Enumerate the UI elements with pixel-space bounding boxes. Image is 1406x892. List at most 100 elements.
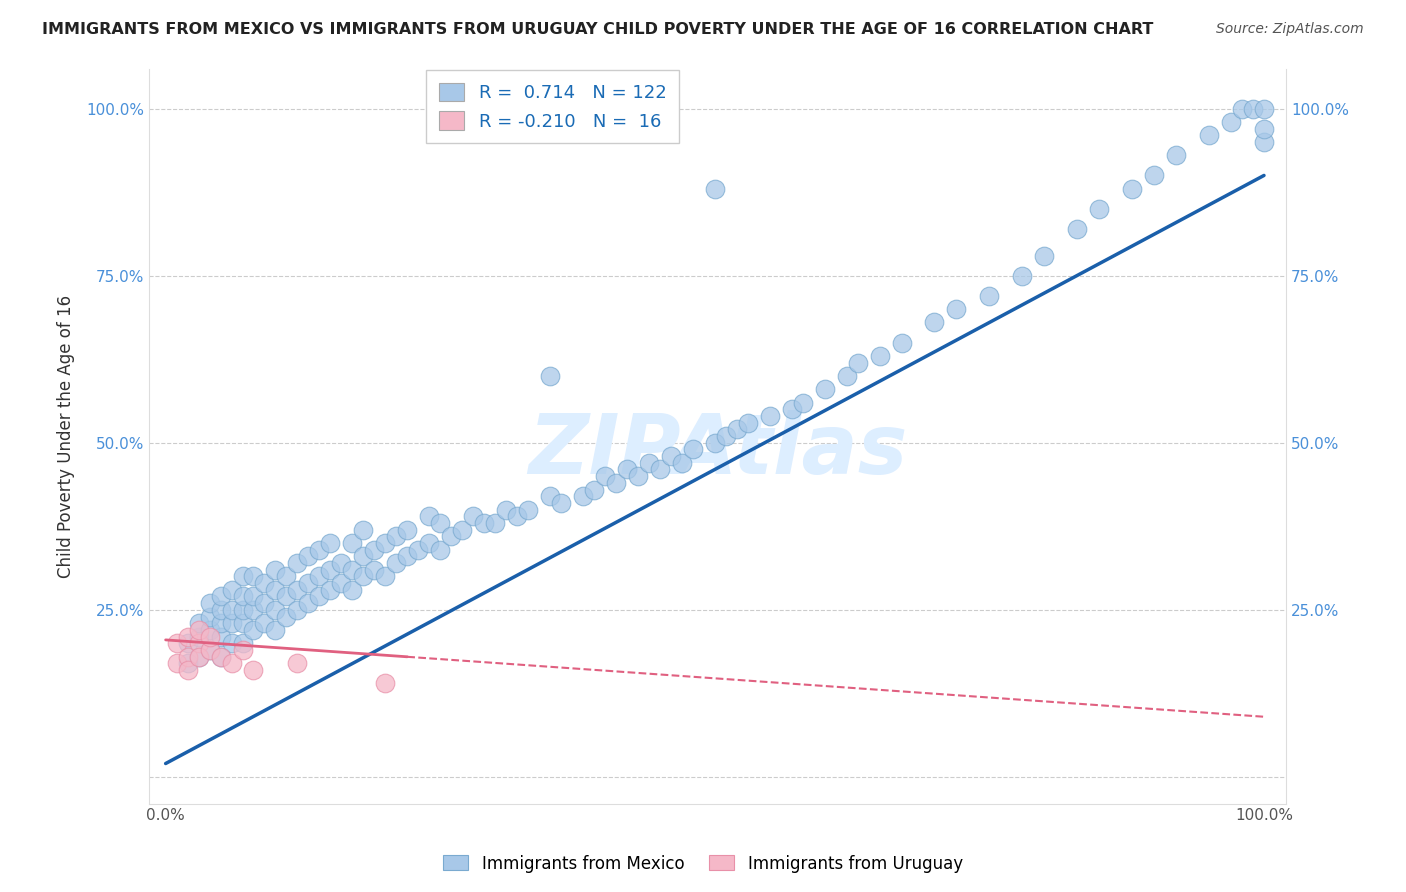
Point — [671, 456, 693, 470]
Point — [176, 636, 198, 650]
Point — [352, 569, 374, 583]
Point — [714, 429, 737, 443]
Point — [231, 616, 253, 631]
Point — [287, 556, 309, 570]
Point — [835, 368, 858, 383]
Point — [627, 469, 650, 483]
Point — [758, 409, 780, 423]
Point — [308, 542, 330, 557]
Point — [605, 475, 627, 490]
Text: IMMIGRANTS FROM MEXICO VS IMMIGRANTS FROM URUGUAY CHILD POVERTY UNDER THE AGE OF: IMMIGRANTS FROM MEXICO VS IMMIGRANTS FRO… — [42, 22, 1153, 37]
Point — [352, 549, 374, 564]
Point — [276, 609, 298, 624]
Point — [264, 603, 287, 617]
Point — [593, 469, 616, 483]
Point — [297, 576, 319, 591]
Point — [385, 529, 408, 543]
Point — [538, 368, 561, 383]
Point — [582, 483, 605, 497]
Point — [330, 576, 353, 591]
Point — [703, 435, 725, 450]
Point — [517, 502, 540, 516]
Point — [429, 542, 451, 557]
Point — [176, 630, 198, 644]
Point — [276, 590, 298, 604]
Point — [209, 630, 232, 644]
Y-axis label: Child Poverty Under the Age of 16: Child Poverty Under the Age of 16 — [58, 294, 75, 578]
Point — [737, 416, 759, 430]
Point — [363, 563, 385, 577]
Point — [264, 623, 287, 637]
Point — [890, 335, 912, 350]
Point — [374, 569, 396, 583]
Point — [198, 630, 221, 644]
Point — [264, 563, 287, 577]
Point — [406, 542, 429, 557]
Point — [725, 422, 748, 436]
Point — [166, 636, 188, 650]
Point — [495, 502, 517, 516]
Point — [242, 623, 264, 637]
Point — [1066, 222, 1088, 236]
Point — [308, 590, 330, 604]
Text: Source: ZipAtlas.com: Source: ZipAtlas.com — [1216, 22, 1364, 37]
Point — [187, 649, 209, 664]
Point — [1011, 268, 1033, 283]
Point — [429, 516, 451, 530]
Point — [264, 582, 287, 597]
Point — [319, 536, 342, 550]
Point — [342, 563, 364, 577]
Point — [792, 395, 814, 409]
Point — [187, 649, 209, 664]
Point — [396, 549, 419, 564]
Point — [846, 355, 869, 369]
Point — [242, 590, 264, 604]
Legend: Immigrants from Mexico, Immigrants from Uruguay: Immigrants from Mexico, Immigrants from … — [437, 848, 969, 880]
Point — [703, 182, 725, 196]
Point — [945, 302, 967, 317]
Point — [231, 643, 253, 657]
Point — [221, 582, 243, 597]
Point — [231, 603, 253, 617]
Point — [1230, 102, 1253, 116]
Point — [209, 649, 232, 664]
Point — [1121, 182, 1143, 196]
Point — [1198, 128, 1220, 143]
Point — [1253, 121, 1275, 136]
Point — [659, 449, 682, 463]
Point — [869, 349, 891, 363]
Point — [1241, 102, 1264, 116]
Point — [198, 643, 221, 657]
Point — [1220, 115, 1243, 129]
Point — [1033, 249, 1056, 263]
Point — [572, 489, 595, 503]
Point — [682, 442, 704, 457]
Point — [231, 636, 253, 650]
Text: ZIPAtlas: ZIPAtlas — [527, 410, 907, 491]
Point — [198, 623, 221, 637]
Point — [648, 462, 671, 476]
Point — [242, 603, 264, 617]
Point — [319, 563, 342, 577]
Point — [506, 509, 529, 524]
Point — [979, 289, 1001, 303]
Point — [166, 657, 188, 671]
Point — [221, 603, 243, 617]
Point — [231, 569, 253, 583]
Point — [538, 489, 561, 503]
Point — [187, 636, 209, 650]
Point — [352, 523, 374, 537]
Point — [1166, 148, 1188, 162]
Point — [176, 649, 198, 664]
Point — [374, 676, 396, 690]
Point — [1143, 169, 1166, 183]
Point — [1253, 135, 1275, 149]
Point — [1088, 202, 1111, 216]
Point — [231, 590, 253, 604]
Point — [924, 316, 946, 330]
Point — [363, 542, 385, 557]
Point — [209, 616, 232, 631]
Point — [221, 636, 243, 650]
Point — [297, 549, 319, 564]
Point — [187, 616, 209, 631]
